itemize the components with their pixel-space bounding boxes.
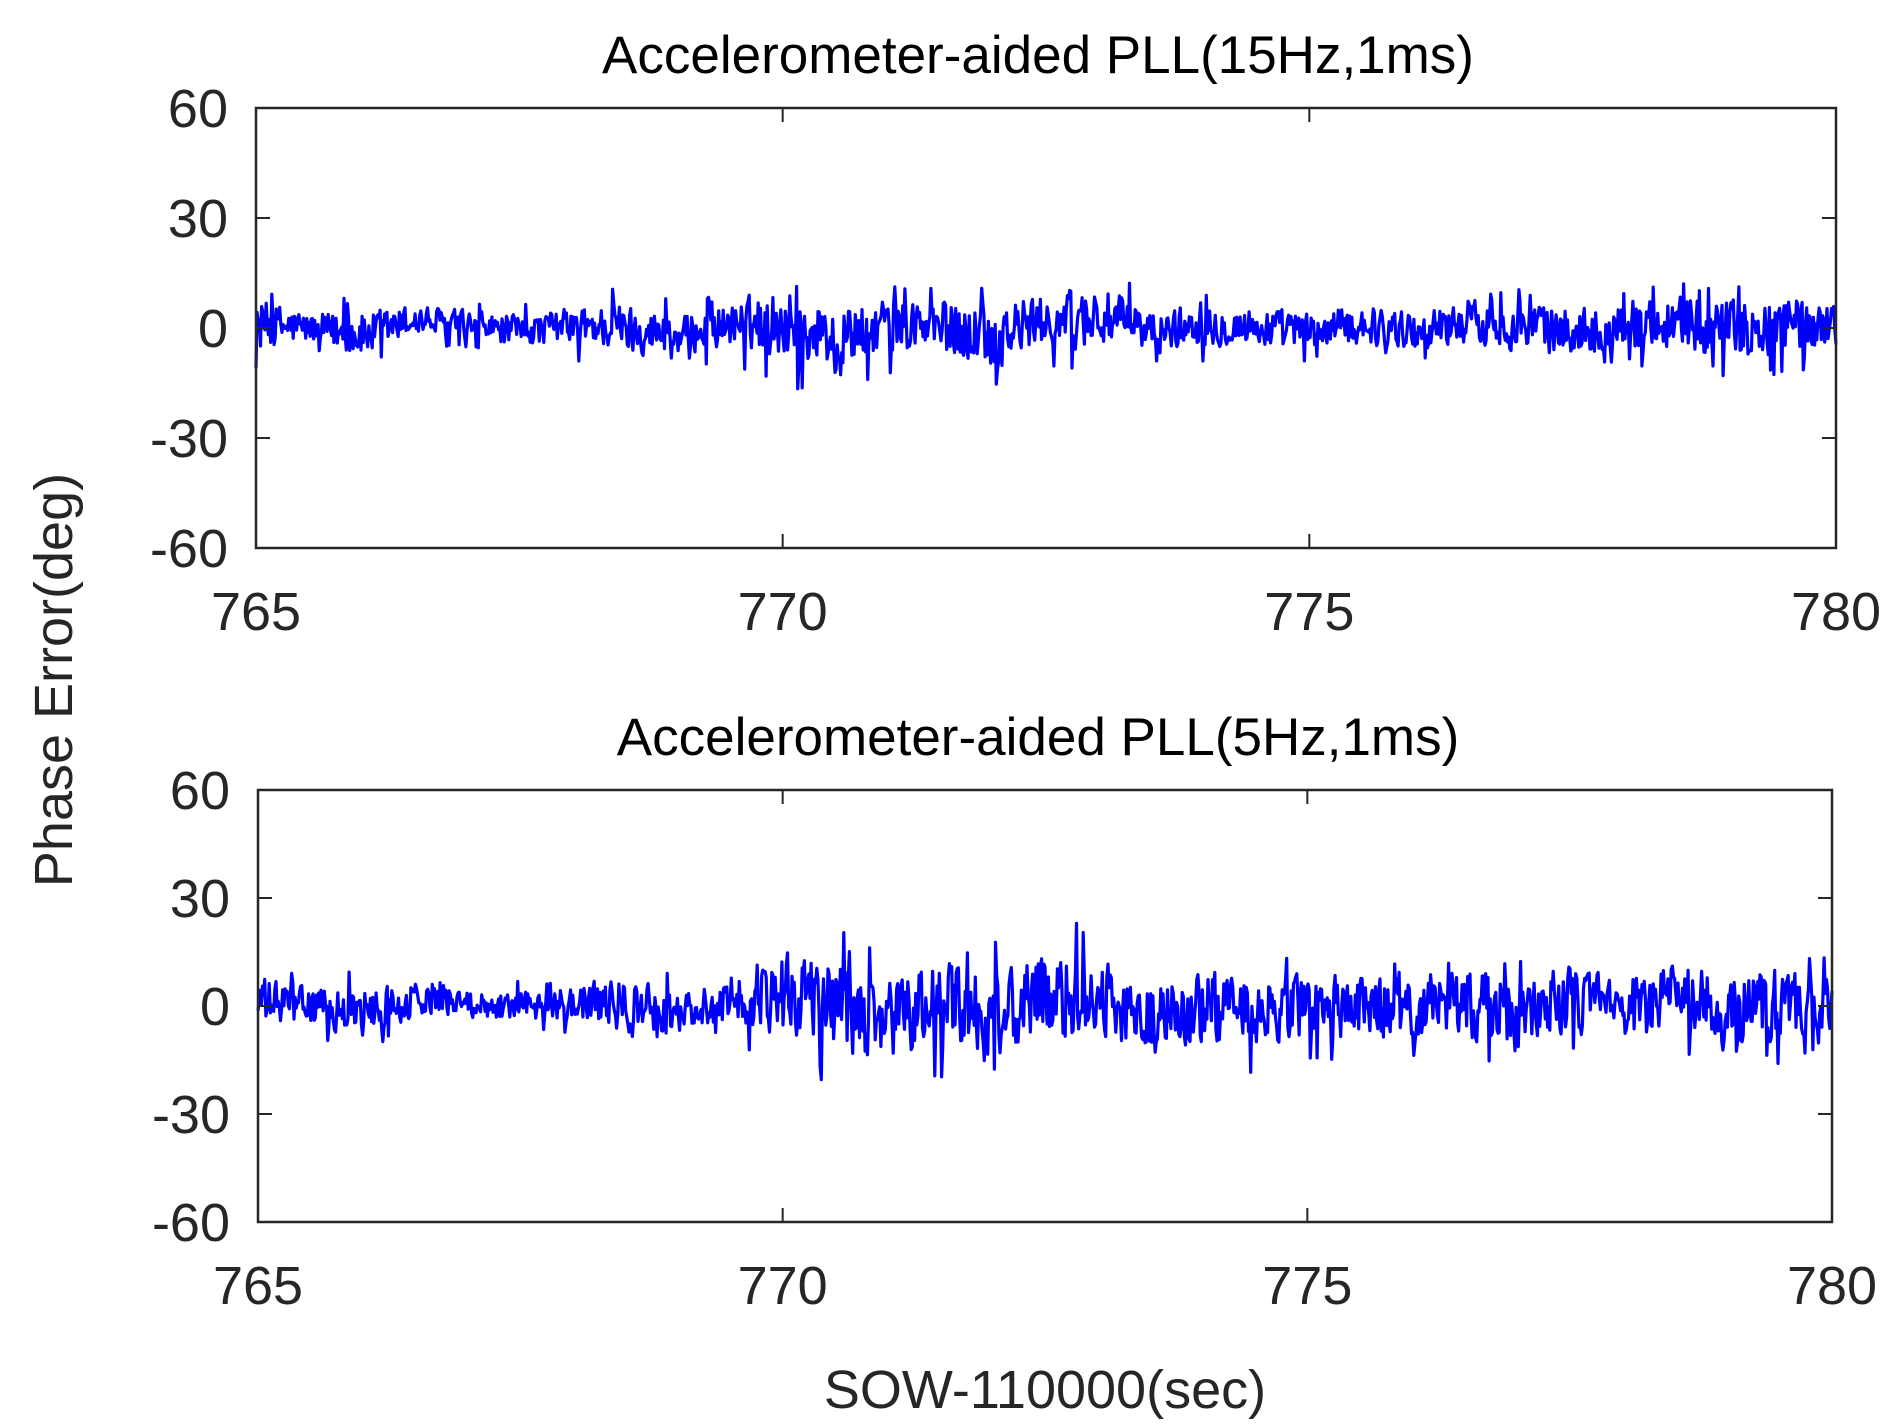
subplot-top-y-tick-label: -60 [150,519,228,579]
subplot-top-y-tick-label: -30 [150,409,228,469]
shared-y-axis-label: Phase Error(deg) [24,473,84,887]
subplot-top-ticks: 765 770 775 780 -60 -30 0 30 60 [150,79,1881,642]
subplot-top-series-line [254,281,1838,391]
subplot-bottom-y-tick-label: 0 [200,977,230,1037]
subplot-bottom-y-tick-label: -60 [152,1193,230,1253]
shared-x-axis-label: SOW-110000(sec) [824,1360,1266,1420]
subplot-bottom-x-tick-label: 770 [738,1256,828,1316]
subplot-top: Accelerometer-aided PLL(15Hz,1ms) 765 770… [150,26,1881,642]
subplot-bottom-x-tick-label: 780 [1787,1256,1877,1316]
subplot-bottom-x-tick-label: 765 [213,1256,303,1316]
subplot-bottom-series-0-trace [256,921,1834,1082]
subplot-bottom-x-tick-label: 775 [1262,1256,1352,1316]
subplot-bottom-y-tick-label: 30 [170,869,230,929]
subplot-top-series-0-trace [254,281,1838,391]
subplot-top-x-tick-label: 765 [211,582,301,642]
subplot-top-title: Accelerometer-aided PLL(15Hz,1ms) [602,26,1474,85]
subplot-bottom-y-tick-label: 60 [170,761,230,821]
subplot-bottom: Accelerometer-aided PLL(5Hz,1ms) 765 770 7… [152,708,1877,1316]
subplot-top-y-tick-label: 30 [168,189,228,249]
subplot-bottom-ticks: 765 770 775 780 -60 -30 0 30 60 [152,761,1877,1316]
subplot-top-x-tick-label: 770 [738,582,828,642]
subplot-top-x-tick-label: 780 [1791,582,1881,642]
subplot-top-y-tick-label: 60 [168,79,228,139]
subplot-top-y-tick-label: 0 [198,299,228,359]
subplot-bottom-title: Accelerometer-aided PLL(5Hz,1ms) [617,708,1459,767]
subplot-top-x-tick-label: 775 [1264,582,1354,642]
subplot-bottom-y-tick-label: -30 [152,1085,230,1145]
subplot-bottom-series-line [256,921,1834,1082]
